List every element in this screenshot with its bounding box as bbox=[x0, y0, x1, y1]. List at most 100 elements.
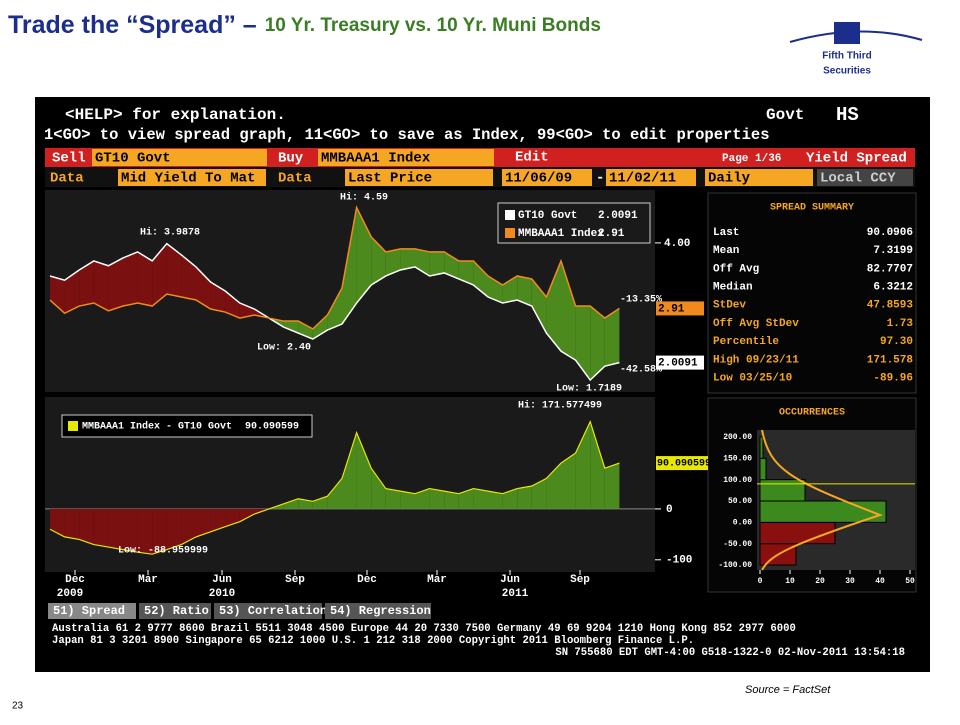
spread-area bbox=[123, 508, 138, 553]
y-tick-label: 50.00 bbox=[728, 497, 752, 506]
x-tick-label: Sep bbox=[285, 574, 305, 586]
tab[interactable] bbox=[48, 603, 136, 619]
summary-title: SPREAD SUMMARY bbox=[770, 203, 854, 214]
spread-fill bbox=[561, 260, 576, 361]
field-text[interactable]: 11/06/09 bbox=[505, 171, 572, 187]
pct-label: -42.58% bbox=[620, 365, 662, 376]
occ-title: OCCURRENCES bbox=[779, 408, 845, 419]
spread-area bbox=[93, 508, 109, 548]
x-tick-label: 50 bbox=[905, 577, 915, 586]
summary-value: 1.73 bbox=[887, 318, 914, 330]
spread-fill bbox=[196, 266, 211, 310]
x-tick-label: 20 bbox=[815, 577, 825, 586]
y-tick-label: 200.00 bbox=[723, 433, 752, 442]
dash: - bbox=[596, 171, 604, 187]
occ-bar bbox=[759, 500, 887, 523]
field bbox=[606, 169, 696, 186]
tab[interactable] bbox=[325, 603, 431, 619]
spread-area bbox=[327, 478, 342, 509]
tab[interactable] bbox=[139, 603, 211, 619]
legend-value: 90.090599 bbox=[245, 422, 299, 433]
spread-area bbox=[342, 432, 357, 509]
spread-area bbox=[488, 491, 503, 509]
y-tick-label: 4.00 bbox=[664, 238, 690, 250]
spread-area bbox=[50, 508, 65, 537]
annotation: Low: 1.7189 bbox=[556, 384, 622, 395]
series-line bbox=[49, 205, 620, 330]
tab[interactable] bbox=[214, 603, 322, 619]
spread-fill bbox=[473, 260, 488, 298]
spread-fill bbox=[458, 260, 474, 285]
function: HS bbox=[836, 104, 859, 126]
label: Buy bbox=[278, 151, 304, 167]
annotation: Low: -88.959999 bbox=[118, 546, 208, 557]
spread-area bbox=[312, 496, 328, 509]
instructions: 1<GO> to view spread graph, 11<GO> to sa… bbox=[44, 126, 770, 144]
spread-area bbox=[575, 421, 591, 509]
legend-value: 2.0091 bbox=[598, 210, 638, 222]
spread-area bbox=[590, 421, 605, 509]
spread-fill bbox=[123, 251, 138, 307]
field-text[interactable]: Daily bbox=[708, 171, 751, 187]
summary-label: StDev bbox=[713, 300, 746, 312]
spread-area bbox=[385, 488, 401, 509]
year-label: 2011 bbox=[502, 588, 529, 600]
logo-text: Securities bbox=[823, 66, 871, 77]
field-text[interactable]: GT10 Govt bbox=[95, 151, 171, 167]
spread-area bbox=[152, 508, 167, 555]
spread-fill bbox=[444, 251, 459, 279]
field bbox=[345, 169, 493, 186]
field-text[interactable]: Local CCY bbox=[820, 171, 896, 187]
spread-fill bbox=[604, 308, 620, 367]
tab-label[interactable]: 52) Ratio bbox=[144, 604, 209, 618]
occ-bar bbox=[759, 457, 767, 481]
spread-area bbox=[458, 488, 474, 509]
spread-fill bbox=[575, 306, 591, 381]
spread-area bbox=[415, 488, 430, 509]
spread-area bbox=[166, 508, 182, 550]
field-text[interactable]: Mid Yield To Mat bbox=[121, 171, 255, 187]
tab-label[interactable]: 54) Regression bbox=[330, 604, 431, 618]
spread-area bbox=[137, 508, 153, 555]
help-text: <HELP> for explanation. bbox=[65, 106, 286, 124]
legend-swatch bbox=[68, 421, 78, 431]
legend-value: 2.91 bbox=[598, 228, 625, 240]
spread-fill bbox=[312, 315, 328, 340]
x-tick-label: 40 bbox=[875, 577, 885, 586]
summary-value: 171.578 bbox=[867, 354, 914, 366]
summary-value: 82.7707 bbox=[867, 263, 913, 275]
spread-area bbox=[531, 478, 547, 509]
x-tick-label: Dec bbox=[357, 574, 377, 586]
last-value-label: 90.090599 bbox=[657, 459, 711, 470]
x-tick-label: Jun bbox=[500, 574, 520, 586]
label: Data bbox=[278, 171, 312, 187]
annotation: Low: 2.40 bbox=[257, 343, 311, 354]
occ-bar bbox=[759, 521, 836, 545]
summary-value: -89.96 bbox=[873, 373, 913, 385]
x-tick-label: Sep bbox=[570, 574, 590, 586]
occ-bar bbox=[759, 436, 764, 459]
footer-line: Australia 61 2 9777 8600 Brazil 5511 304… bbox=[52, 623, 796, 635]
spread-area bbox=[298, 498, 313, 509]
y-tick-label: 150.00 bbox=[723, 454, 752, 463]
pct-label: -13.35% bbox=[620, 295, 662, 306]
tab-label[interactable]: 53) Correlation bbox=[219, 604, 327, 618]
last-value-label: 2.0091 bbox=[658, 358, 698, 370]
edit[interactable]: Edit bbox=[515, 150, 549, 166]
summary-label: Off Avg bbox=[713, 263, 759, 275]
spread-fill bbox=[225, 291, 240, 319]
summary-label: Median bbox=[713, 282, 753, 294]
tab-label[interactable]: 51) Spread bbox=[53, 604, 125, 618]
series-line bbox=[49, 242, 620, 382]
spread-fill bbox=[546, 260, 561, 352]
spread-fill bbox=[400, 248, 415, 270]
source: Source = FactSet bbox=[745, 684, 831, 696]
field-text[interactable]: Last Price bbox=[348, 171, 432, 187]
field-text[interactable]: MMBAAA1 Index bbox=[321, 151, 431, 167]
legend-swatch bbox=[505, 210, 515, 220]
y-tick-label: -100.00 bbox=[718, 561, 752, 570]
field-text[interactable]: 11/02/11 bbox=[609, 171, 676, 187]
last-value-label: 2.91 bbox=[658, 303, 685, 315]
last-value-box bbox=[656, 355, 704, 370]
summary-value: 47.8593 bbox=[867, 300, 914, 312]
